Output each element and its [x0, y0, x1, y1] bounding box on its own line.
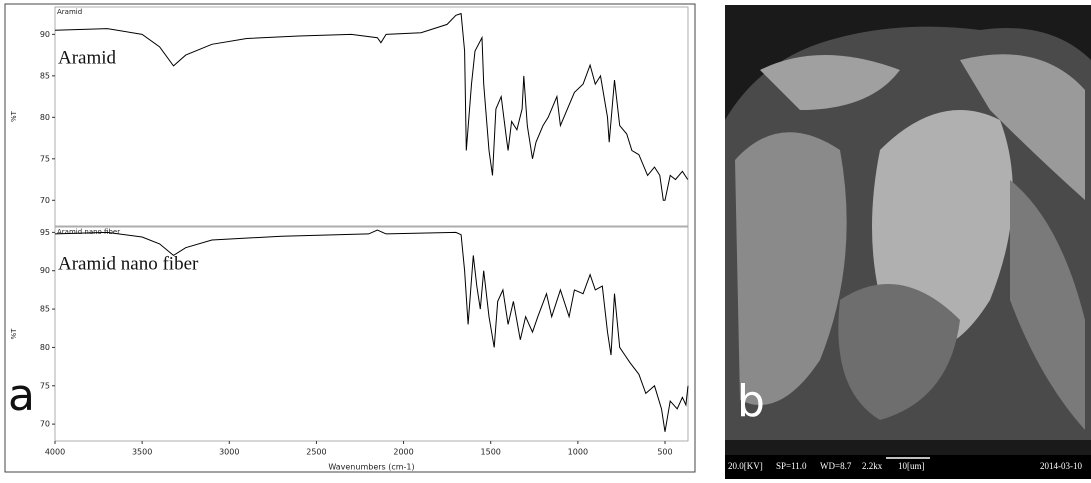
x-tick-label: 2500	[306, 448, 326, 457]
chart-label: Aramid nano fiber	[57, 228, 120, 236]
x-tick-label: 3000	[219, 448, 239, 457]
y-tick-label: 70	[40, 196, 50, 205]
sem-info-item: SP=11.0	[776, 461, 807, 471]
annotation: Aramid	[58, 47, 117, 68]
y-tick-label: 75	[40, 154, 50, 163]
y-tick-label: 95	[40, 228, 50, 237]
sem-info-item: 2014-03-10	[1040, 461, 1082, 471]
sem-image	[725, 5, 1091, 479]
y-tick-label: 90	[40, 266, 50, 275]
y-tick-label: 80	[40, 113, 50, 122]
panel-label: a	[8, 370, 35, 421]
y-tick-label: 80	[40, 343, 50, 352]
sem-info-item: 20.0[KV]	[728, 461, 763, 471]
panel-a-frame	[4, 3, 696, 473]
x-tick-label: 500	[657, 448, 672, 457]
x-tick-label: 2000	[393, 448, 413, 457]
y-tick-label: 75	[40, 381, 50, 390]
x-tick-label: 1500	[481, 448, 501, 457]
y-tick-label: 90	[40, 30, 50, 39]
spectrum-line	[54, 229, 689, 432]
plot-frame	[54, 6, 689, 227]
sem-info-item: WD=8.7	[820, 461, 852, 471]
x-tick-label: 4000	[45, 448, 65, 457]
y-tick-label: 70	[40, 420, 50, 429]
x-axis-label: Wavenumbers (cm-1)	[328, 463, 414, 472]
y-tick-label: 85	[40, 305, 50, 314]
x-tick-label: 3500	[132, 448, 152, 457]
sem-info-item: 2.2kx	[862, 461, 883, 471]
y-axis-label: %T	[10, 110, 18, 122]
x-tick-label: 1000	[568, 448, 588, 457]
annotation: Aramid nano fiber	[58, 253, 199, 274]
spectrum-line	[54, 12, 689, 201]
y-axis-label: %T	[10, 328, 18, 340]
sem-info-item: 10[um]	[898, 461, 925, 471]
panel-label: b	[737, 376, 765, 427]
sem-info: 20.0[KV] SP=11.0 WD=8.7 2.2kx 10[um] 2014-03-…	[728, 457, 1082, 471]
y-tick-label: 85	[40, 71, 50, 80]
chart-label: Aramid	[57, 8, 82, 16]
plot-frame	[54, 226, 689, 442]
